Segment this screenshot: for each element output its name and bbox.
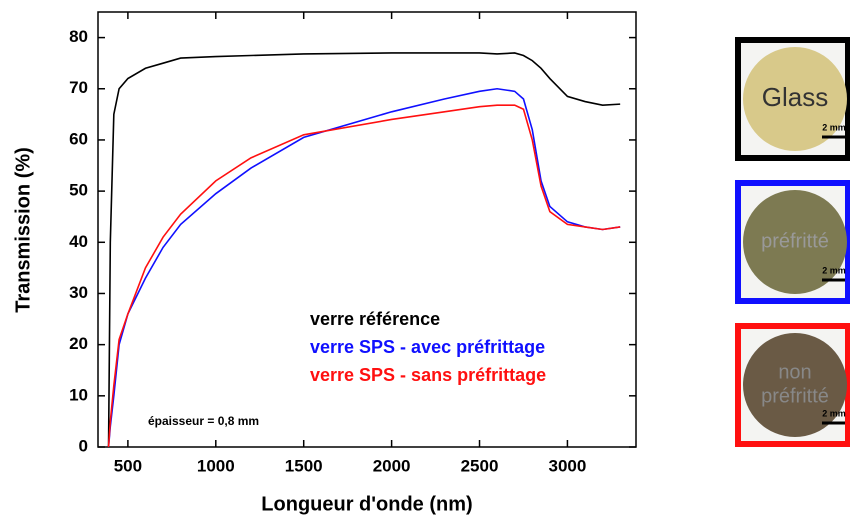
y-tick-label: 20: [69, 334, 88, 353]
legend-entry: verre SPS - sans préfrittage: [310, 365, 546, 385]
y-axis-title: Transmission (%): [12, 147, 34, 313]
photo-label: non: [778, 361, 811, 383]
legend-entry: verre SPS - avec préfrittage: [310, 337, 545, 357]
series-line: [107, 52, 621, 448]
x-tick-label: 500: [114, 456, 142, 475]
scale-label: 2 mm: [822, 265, 846, 275]
legend-entry: verre référence: [310, 309, 440, 329]
y-tick-label: 80: [69, 27, 88, 46]
photo-label: préfritté: [761, 230, 829, 252]
y-tick-label: 30: [69, 283, 88, 302]
x-tick-label: 2500: [461, 456, 499, 475]
sample-disc: [743, 47, 847, 151]
plot-frame: [97, 11, 637, 448]
photo-label: Glass: [762, 82, 828, 112]
y-tick-label: 0: [79, 436, 88, 455]
scale-label: 2 mm: [822, 122, 846, 132]
photo-label: préfritté: [761, 385, 829, 407]
x-axis-title: Longueur d'onde (nm): [261, 493, 472, 515]
series-line: [107, 87, 621, 448]
y-tick-label: 50: [69, 181, 88, 200]
y-tick-label: 70: [69, 78, 88, 97]
sample-disc: [743, 333, 847, 437]
x-tick-label: 2000: [373, 456, 411, 475]
sample-disc: [743, 190, 847, 294]
y-tick-label: 10: [69, 385, 88, 404]
x-tick-label: 1500: [285, 456, 323, 475]
series-line: [107, 104, 621, 448]
y-tick-label: 40: [69, 232, 88, 251]
y-tick-label: 60: [69, 129, 88, 148]
x-tick-label: 1000: [197, 456, 235, 475]
scale-label: 2 mm: [822, 408, 846, 418]
annotation: épaisseur = 0,8 mm: [148, 414, 259, 428]
x-tick-label: 3000: [549, 456, 587, 475]
